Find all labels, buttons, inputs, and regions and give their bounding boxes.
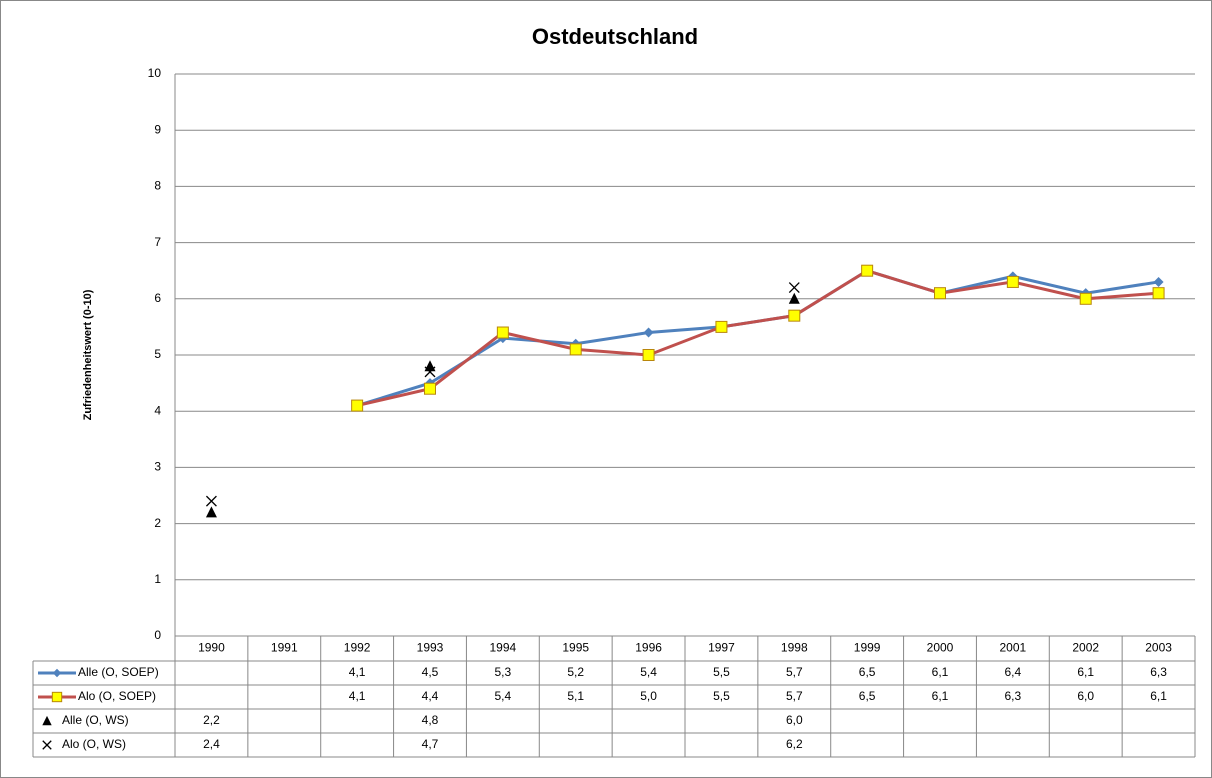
y-tick-label: 7 — [154, 235, 161, 249]
table-value: 4,7 — [422, 737, 439, 751]
table-value: 4,1 — [349, 665, 366, 679]
table-value: 6,1 — [1077, 665, 1094, 679]
legend-label: Alle (O, WS) — [62, 713, 129, 727]
marker — [1079, 292, 1092, 305]
marker — [1152, 287, 1165, 300]
x-tick-label: 1993 — [417, 641, 444, 655]
marker — [569, 343, 582, 356]
legend-label: Alo (O, SOEP) — [78, 689, 156, 703]
table-value: 2,2 — [203, 713, 220, 727]
y-tick-label: 3 — [154, 460, 161, 474]
table-value: 6,1 — [932, 689, 949, 703]
marker — [1153, 276, 1164, 287]
x-tick-label: 1992 — [344, 641, 371, 655]
table-value: 4,4 — [422, 689, 439, 703]
table-value: 5,4 — [495, 689, 512, 703]
marker — [934, 287, 946, 300]
table-value: 6,2 — [786, 737, 803, 751]
marker — [351, 399, 364, 412]
x-tick-label: 1991 — [271, 641, 298, 655]
table-value: 5,4 — [640, 665, 657, 679]
table-value: 5,5 — [713, 665, 730, 679]
x-tick-label: 2000 — [927, 641, 954, 655]
marker — [788, 282, 800, 294]
y-tick-label: 5 — [154, 347, 161, 361]
marker — [642, 349, 655, 361]
y-tick-label: 10 — [148, 66, 162, 80]
x-tick-label: 1996 — [635, 641, 662, 655]
marker — [52, 668, 62, 678]
table-value: 6,1 — [1150, 689, 1167, 703]
x-tick-label: 2002 — [1072, 641, 1099, 655]
table-value: 5,2 — [567, 665, 584, 679]
table-value: 4,5 — [422, 665, 439, 679]
x-tick-label: 1994 — [490, 641, 517, 655]
x-tick-label: 2001 — [1000, 641, 1027, 655]
marker — [42, 715, 52, 726]
marker — [51, 691, 63, 703]
table-value: 5,7 — [786, 665, 803, 679]
x-tick-label: 1990 — [198, 641, 225, 655]
series-line — [356, 269, 1159, 408]
table-value: 2,4 — [203, 737, 220, 751]
y-tick-label: 9 — [154, 122, 161, 136]
x-tick-label: 1995 — [562, 641, 589, 655]
table-value: 5,5 — [713, 689, 730, 703]
table-value: 6,5 — [859, 689, 876, 703]
marker — [496, 326, 509, 339]
x-tick-label: 1997 — [708, 641, 735, 655]
y-tick-label: 0 — [154, 628, 161, 642]
table-value: 5,3 — [495, 665, 512, 679]
table-value: 4,8 — [422, 713, 439, 727]
y-tick-label: 1 — [154, 572, 161, 586]
x-tick-label: 2003 — [1145, 641, 1172, 655]
marker — [205, 506, 217, 518]
table-value: 6,1 — [932, 665, 949, 679]
legend-label: Alo (O, WS) — [62, 737, 126, 751]
marker — [424, 366, 436, 378]
marker — [1006, 275, 1019, 288]
table-value: 6,0 — [786, 713, 803, 727]
table-value: 4,1 — [349, 689, 366, 703]
table-value: 5,7 — [786, 689, 803, 703]
marker — [424, 382, 436, 395]
table-value: 6,4 — [1005, 665, 1022, 679]
marker — [205, 495, 217, 507]
table-value: 6,3 — [1150, 665, 1167, 679]
marker — [42, 740, 52, 750]
marker — [788, 292, 800, 304]
table-value: 6,5 — [859, 665, 876, 679]
y-axis-label: Zufriedenheitswert (0-10) — [82, 289, 94, 420]
marker — [788, 309, 801, 322]
chart-title: Ostdeutschland — [532, 24, 698, 49]
x-tick-label: 1999 — [854, 641, 881, 655]
marker — [643, 327, 654, 338]
table-value: 5,1 — [567, 689, 584, 703]
x-tick-label: 1998 — [781, 641, 808, 655]
marker — [861, 264, 874, 277]
table-value: 6,3 — [1005, 689, 1022, 703]
marker — [715, 320, 728, 333]
y-tick-label: 2 — [154, 516, 161, 530]
table-value: 6,0 — [1077, 689, 1094, 703]
legend-label: Alle (O, SOEP) — [78, 665, 159, 679]
table-value: 5,0 — [640, 689, 657, 703]
y-tick-label: 4 — [154, 403, 161, 417]
y-tick-label: 6 — [154, 291, 161, 305]
y-tick-label: 8 — [154, 179, 161, 193]
